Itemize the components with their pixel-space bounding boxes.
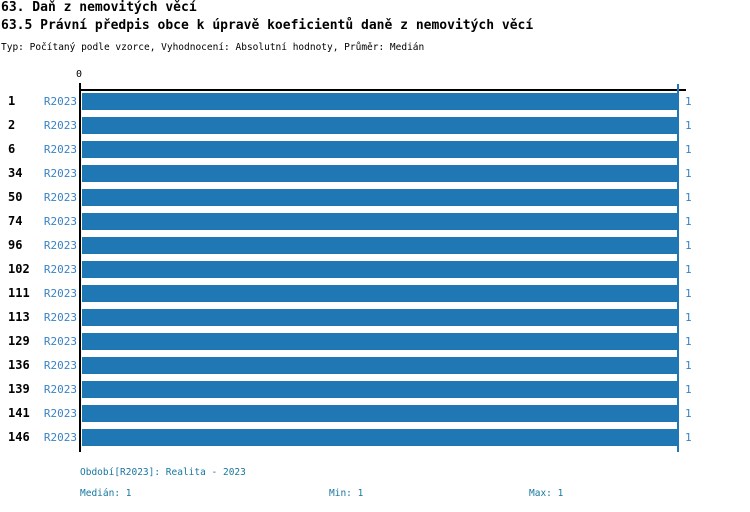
row-category-label: 96 xyxy=(8,238,23,252)
bar xyxy=(82,213,678,230)
x-axis-zero-label: 0 xyxy=(75,69,83,80)
chart-row: 139 R2023 1 xyxy=(0,381,750,398)
bar xyxy=(82,141,678,158)
footer-min-label: Min: 1 xyxy=(329,488,364,499)
row-series-label: R2023 xyxy=(43,215,77,228)
chart-row: 6 R2023 1 xyxy=(0,141,750,158)
row-category-label: 129 xyxy=(8,334,30,348)
bar-value-label: 1 xyxy=(685,119,692,132)
row-category-label: 146 xyxy=(8,430,30,444)
row-series-label: R2023 xyxy=(43,263,77,276)
row-category-label: 34 xyxy=(8,166,23,180)
y-axis-line xyxy=(79,83,81,452)
bar-value-label: 1 xyxy=(685,215,692,228)
bar-value-label: 1 xyxy=(685,239,692,252)
row-series-label: R2023 xyxy=(43,431,77,444)
bar-value-label: 1 xyxy=(685,191,692,204)
row-series-label: R2023 xyxy=(43,359,77,372)
row-series-label: R2023 xyxy=(43,143,77,156)
row-series-label: R2023 xyxy=(43,383,77,396)
bar xyxy=(82,165,678,182)
bar xyxy=(82,189,678,206)
row-category-label: 50 xyxy=(8,190,23,204)
chart-row: 74 R2023 1 xyxy=(0,213,750,230)
bar xyxy=(82,237,678,254)
row-category-label: 141 xyxy=(8,406,30,420)
row-series-label: R2023 xyxy=(43,239,77,252)
chart-row: 129 R2023 1 xyxy=(0,333,750,350)
bar-value-label: 1 xyxy=(685,287,692,300)
footer-period-label: Období[R2023]: Realita - 2023 xyxy=(80,467,246,478)
bar-value-label: 1 xyxy=(685,95,692,108)
row-series-label: R2023 xyxy=(43,287,77,300)
chart-row: 146 R2023 1 xyxy=(0,429,750,446)
value-reference-line xyxy=(677,84,679,452)
row-category-label: 1 xyxy=(8,94,16,108)
bar xyxy=(82,357,678,374)
row-category-label: 2 xyxy=(8,118,16,132)
row-series-label: R2023 xyxy=(43,95,77,108)
chart-row: 111 R2023 1 xyxy=(0,285,750,302)
bar xyxy=(82,333,678,350)
chart-row: 96 R2023 1 xyxy=(0,237,750,254)
chart-row: 1 R2023 1 xyxy=(0,93,750,110)
bar-value-label: 1 xyxy=(685,335,692,348)
chart-row: 2 R2023 1 xyxy=(0,117,750,134)
bar-value-label: 1 xyxy=(685,311,692,324)
row-category-label: 111 xyxy=(8,286,30,300)
chart-row: 50 R2023 1 xyxy=(0,189,750,206)
row-series-label: R2023 xyxy=(43,167,77,180)
row-series-label: R2023 xyxy=(43,191,77,204)
row-category-label: 113 xyxy=(8,310,30,324)
row-category-label: 136 xyxy=(8,358,30,372)
chart-row: 141 R2023 1 xyxy=(0,405,750,422)
bar xyxy=(82,93,678,110)
bar-value-label: 1 xyxy=(685,407,692,420)
bar xyxy=(82,117,678,134)
bar xyxy=(82,261,678,278)
bar xyxy=(82,285,678,302)
row-category-label: 6 xyxy=(8,142,16,156)
chart-meta-line: Typ: Počítaný podle vzorce, Vyhodnocení:… xyxy=(1,42,425,53)
row-category-label: 74 xyxy=(8,214,23,228)
chart-row: 113 R2023 1 xyxy=(0,309,750,326)
bar-value-label: 1 xyxy=(685,143,692,156)
bar xyxy=(82,429,678,446)
chart-row: 136 R2023 1 xyxy=(0,357,750,374)
footer-median-label: Medián: 1 xyxy=(80,488,132,499)
chart-row: 34 R2023 1 xyxy=(0,165,750,182)
bar-value-label: 1 xyxy=(685,431,692,444)
x-axis-line xyxy=(79,89,686,91)
row-series-label: R2023 xyxy=(43,335,77,348)
bar-value-label: 1 xyxy=(685,263,692,276)
bar-value-label: 1 xyxy=(685,167,692,180)
row-series-label: R2023 xyxy=(43,407,77,420)
row-category-label: 139 xyxy=(8,382,30,396)
row-series-label: R2023 xyxy=(43,119,77,132)
row-category-label: 102 xyxy=(8,262,30,276)
row-series-label: R2023 xyxy=(43,311,77,324)
chart-title: 63. Daň z nemovitých věcí xyxy=(1,0,197,15)
bar xyxy=(82,309,678,326)
bar xyxy=(82,381,678,398)
footer-max-label: Max: 1 xyxy=(529,488,564,499)
bar-value-label: 1 xyxy=(685,383,692,396)
chart-subtitle: 63.5 Právní předpis obce k úpravě koefic… xyxy=(1,18,534,33)
chart-row: 102 R2023 1 xyxy=(0,261,750,278)
bar xyxy=(82,405,678,422)
bar-value-label: 1 xyxy=(685,359,692,372)
